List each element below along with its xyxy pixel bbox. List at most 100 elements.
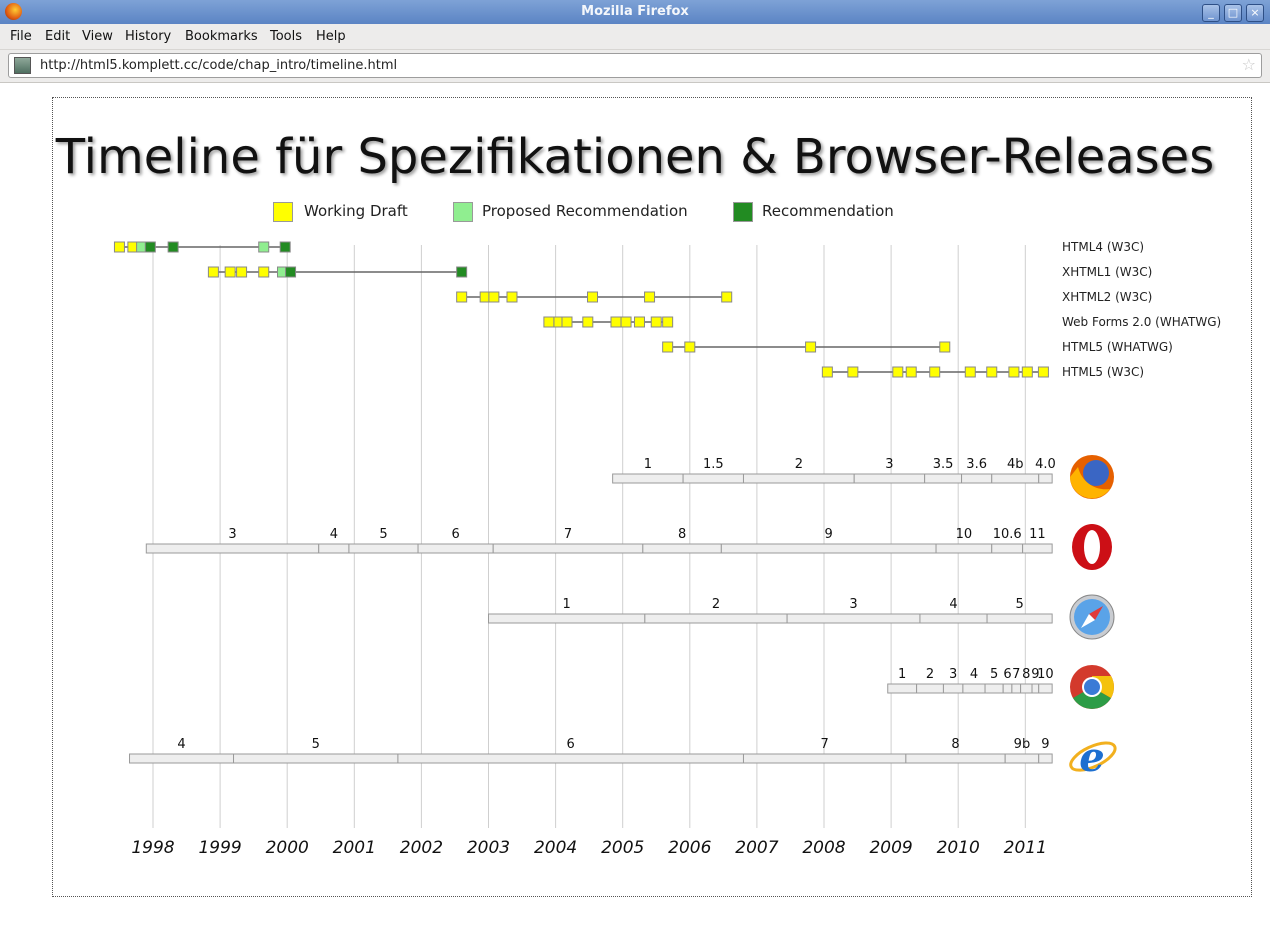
release-segment [644,613,788,624]
menu-view[interactable]: View [82,29,113,44]
spec-milestone [892,366,904,378]
release-label: 1 [898,667,906,682]
menu-file[interactable]: File [10,29,32,44]
url-field[interactable]: http://html5.komplett.cc/code/chap_intro… [8,53,1262,78]
release-segment [492,543,644,554]
release-label: 1.5 [703,457,724,472]
menu-tools[interactable]: Tools [270,29,303,44]
year-label: 2000 [266,838,309,858]
safari-icon-needle-white [1081,614,1095,628]
spec-milestone [258,266,270,278]
menu-help[interactable]: Help [316,29,346,44]
spec-milestone [488,291,500,303]
legend-swatch-proposed-recommendation [453,202,473,222]
release-label: 1 [644,457,652,472]
spec-milestone [929,366,941,378]
year-label: 2010 [937,838,980,858]
safari-icon-needle-red [1089,606,1103,620]
release-label: 11 [1029,527,1046,542]
spec-milestone [279,241,291,253]
spec-milestone [236,266,248,278]
legend-swatch-recommendation [733,202,753,222]
release-label: 9b [1014,737,1031,752]
release-segment [786,613,921,624]
spec-milestone [847,366,859,378]
opera-icon-hole [1084,530,1100,564]
release-label: 8 [678,527,686,542]
spec-milestone [561,316,573,328]
maximize-button[interactable]: □ [1224,4,1242,22]
release-label: 3 [885,457,893,472]
year-label: 2009 [869,838,912,858]
release-segment [720,543,937,554]
opera-icon [1072,524,1112,570]
window-title: Mozilla Firefox [581,4,689,19]
release-segment [348,543,419,554]
release-label: 10 [956,527,973,542]
release-label: 9 [825,527,833,542]
site-identity-icon[interactable] [14,57,31,74]
page-title: Timeline für Spezifikationen & Browser-R… [55,129,1215,185]
release-label: 7 [1012,667,1020,682]
spec-milestone [285,266,297,278]
firefox-icon-tail [1070,467,1110,499]
release-segment [919,613,988,624]
release-label: 10.6 [993,527,1022,542]
minimize-button[interactable]: _ [1202,4,1220,22]
spec-milestone [684,341,696,353]
release-segment [986,613,1053,624]
release-segment [984,683,1004,694]
release-segment [1038,473,1053,484]
release-segment [961,473,993,484]
url-text[interactable]: http://html5.komplett.cc/code/chap_intro… [40,58,398,73]
year-label: 1998 [131,838,174,858]
release-segment [1022,543,1053,554]
spec-milestone [650,316,662,328]
chrome-icon-green [1073,687,1111,709]
firefox-app-icon[interactable] [5,3,22,20]
release-label: 7 [821,737,829,752]
spec-milestone [113,241,125,253]
release-label: 5 [312,737,320,752]
release-segment [1002,683,1013,694]
release-label: 8 [1022,667,1030,682]
release-segment [233,753,399,764]
spec-milestone [456,266,468,278]
release-segment [397,753,744,764]
year-label: 2001 [333,838,376,858]
release-label: 7 [564,527,572,542]
release-label: 4 [330,527,338,542]
release-segment [318,543,350,554]
spec-milestone [662,341,674,353]
release-label: 8 [951,737,959,752]
release-segment [1020,683,1033,694]
release-segment [612,473,684,484]
bookmark-star-icon[interactable]: ☆ [1241,55,1256,74]
release-label: 10 [1037,667,1054,682]
spec-milestone [456,291,468,303]
menu-edit[interactable]: Edit [45,29,71,44]
chrome-icon-center [1084,679,1100,695]
firefox-icon [1070,455,1114,499]
page-content: Timeline für Spezifikationen & Browser-R… [0,83,1270,948]
spec-milestone [1021,366,1033,378]
release-label: 5 [379,527,387,542]
release-segment [935,543,993,554]
release-segment [1011,683,1022,694]
release-segment [887,683,918,694]
release-segment [129,753,235,764]
menu-history[interactable]: History [125,29,172,44]
year-label: 2004 [534,838,577,858]
release-segment [1004,753,1040,764]
spec-label: Web Forms 2.0 (WHATWG) [1062,315,1221,329]
close-button[interactable]: × [1246,4,1264,22]
year-label: 2002 [400,838,443,858]
release-segment [916,683,944,694]
release-label: 9 [1031,667,1039,682]
release-segment [853,473,926,484]
spec-milestone [224,266,236,278]
spec-milestone [821,366,833,378]
release-label: 3 [949,667,957,682]
spec-milestone [610,316,622,328]
menu-bookmarks[interactable]: Bookmarks [185,29,258,44]
